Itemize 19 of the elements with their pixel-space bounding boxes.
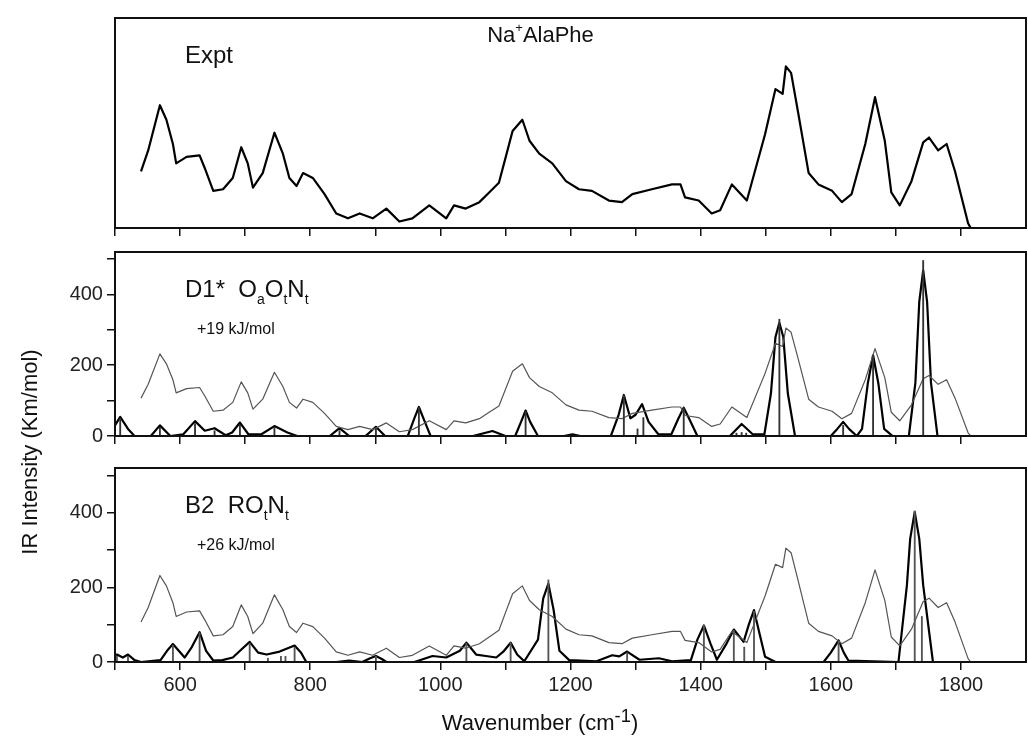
- annotation: Expt: [185, 41, 234, 68]
- annotation: +19 kJ/mol: [197, 320, 275, 337]
- y-tick-label: 400: [69, 500, 103, 523]
- chart-title: Na+AlaPhe: [487, 20, 594, 47]
- x-tick-label: 800: [293, 672, 327, 695]
- x-tick-label: 1200: [548, 672, 593, 695]
- x-tick-label: 1000: [418, 672, 463, 695]
- annotation: +26 kJ/mol: [197, 536, 275, 553]
- x-tick-label: 1800: [938, 672, 984, 695]
- x-tick-label: 1400: [678, 672, 723, 695]
- y-tick-label: 0: [91, 649, 103, 672]
- x-tick-label: 600: [163, 672, 197, 695]
- y-tick-label: 0: [91, 423, 103, 446]
- x-axis-title: Wavenumber (cm$^{-1}$): [441, 705, 639, 737]
- y-tick-label: 200: [69, 352, 103, 375]
- y-axis-title: IR Intensity (Km/mol): [17, 349, 43, 555]
- y-tick-label: 200: [69, 574, 103, 597]
- y-tick-label: 400: [69, 281, 103, 304]
- x-tick-label: 1600: [808, 672, 854, 695]
